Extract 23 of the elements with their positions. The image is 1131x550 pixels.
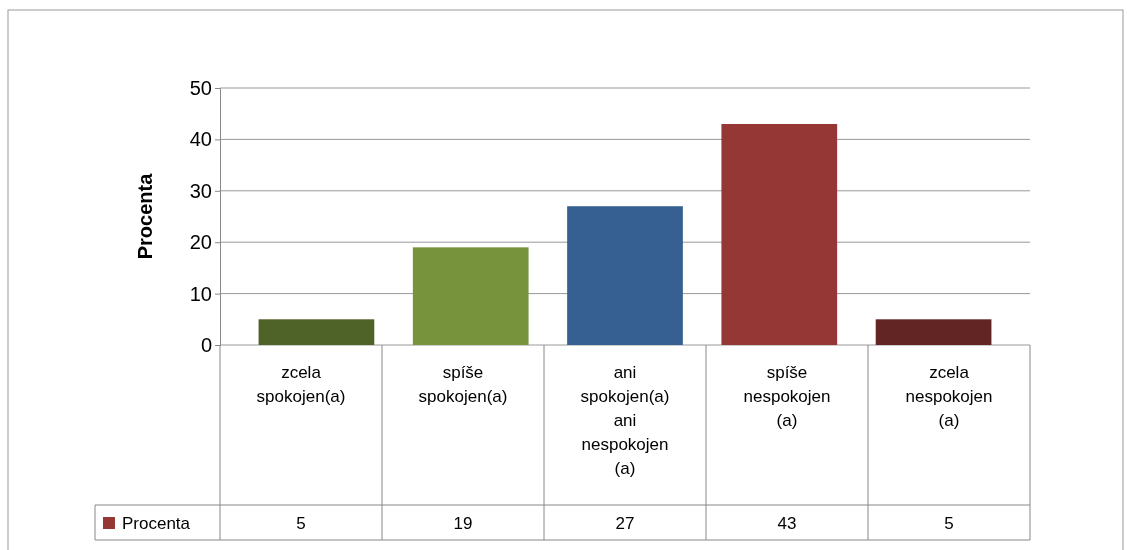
x-tick-label: zcela spokojen(a) (256, 363, 346, 406)
y-tick-label: 10 (189, 282, 212, 305)
y-tick-label: 0 (200, 333, 212, 356)
bar (258, 319, 375, 345)
bar (567, 206, 683, 345)
data-label: 43 (777, 514, 797, 533)
x-tick-label: spíše spokojen(a) (418, 363, 508, 406)
data-label: 19 (453, 514, 473, 533)
data-label: 5 (944, 514, 954, 533)
y-tick-label: 50 (189, 76, 212, 99)
bar (875, 319, 992, 345)
bar (412, 247, 529, 345)
y-tick-label: 30 (189, 179, 212, 202)
x-tick-label: spíše nespokojen (a) (743, 363, 831, 430)
x-tick-label: ani spokojen(a) ani nespokojen (a) (580, 363, 670, 478)
bar (721, 123, 838, 345)
y-axis-title: Procenta (134, 172, 156, 260)
y-tick-label: 40 (189, 128, 212, 151)
data-label: 27 (615, 514, 635, 533)
y-tick-label: 20 (189, 231, 212, 254)
x-tick-label: zcela nespokojen (a) (905, 363, 993, 430)
data-label: 5 (296, 514, 306, 533)
legend-label: Procenta (122, 514, 191, 533)
